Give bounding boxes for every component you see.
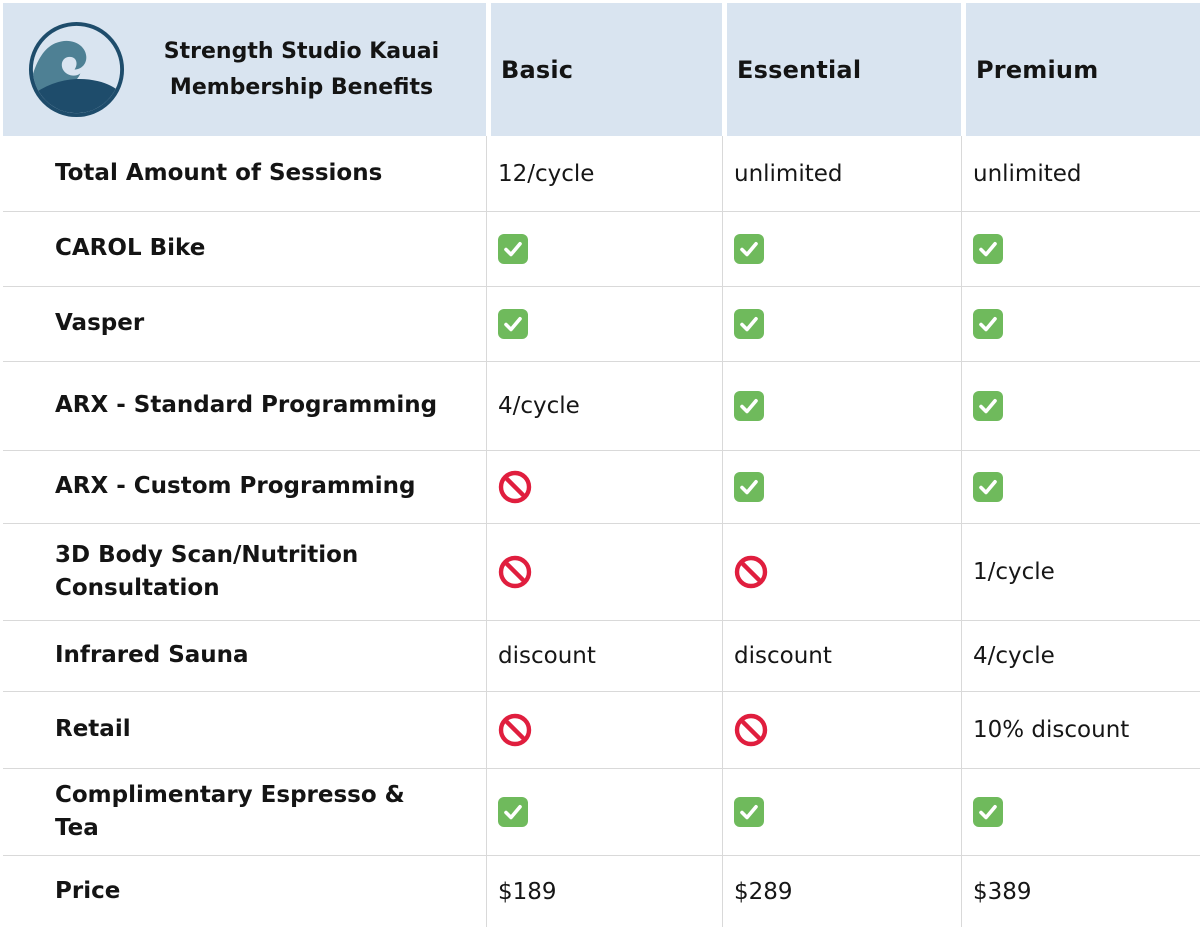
- value-text: 1/cycle: [973, 559, 1055, 585]
- table-row: Price $189 $289 $389: [3, 855, 1200, 927]
- value-text: $389: [973, 878, 1032, 905]
- benefit-cell-premium: 4/cycle: [961, 621, 1200, 691]
- benefit-cell-basic: discount: [486, 621, 722, 691]
- benefit-cell-basic: [486, 769, 722, 855]
- check-icon: [498, 797, 528, 827]
- benefit-cell-essential: $289: [722, 856, 961, 927]
- value-text: 4/cycle: [498, 393, 580, 419]
- table-row: Complimentary Espresso & Tea: [3, 768, 1200, 855]
- check-icon: [973, 391, 1003, 421]
- no-entry-icon: [498, 555, 532, 589]
- check-icon: [973, 309, 1003, 339]
- benefit-cell-essential: [722, 212, 961, 286]
- check-icon: [973, 234, 1003, 264]
- benefit-cell-basic: $189: [486, 856, 722, 927]
- row-label: Total Amount of Sessions: [55, 159, 383, 186]
- value-text: unlimited: [734, 160, 843, 187]
- benefit-cell-premium: $389: [961, 856, 1200, 927]
- title-cell: Strength Studio Kauai Membership Benefit…: [3, 3, 486, 136]
- row-label: 3D Body Scan/Nutrition Consultation: [55, 541, 359, 601]
- benefit-cell-premium: [961, 769, 1200, 855]
- value-text: 4/cycle: [973, 643, 1055, 669]
- row-label: Vasper: [55, 310, 145, 337]
- benefit-cell-basic: 12/cycle: [486, 136, 722, 211]
- check-icon: [734, 309, 764, 339]
- table-row: ARX - Custom Programming: [3, 450, 1200, 523]
- value-text: 12/cycle: [498, 160, 595, 187]
- benefit-cell-premium: [961, 451, 1200, 523]
- check-icon: [973, 472, 1003, 502]
- value-text: $289: [734, 878, 793, 905]
- check-icon: [498, 234, 528, 264]
- benefit-cell-essential: [722, 362, 961, 450]
- benefit-cell-essential: [722, 524, 961, 620]
- row-label: ARX - Standard Programming: [55, 392, 438, 419]
- column-header-basic: Basic: [486, 3, 722, 136]
- table-row: Vasper: [3, 286, 1200, 361]
- benefit-cell-premium: 10% discount: [961, 692, 1200, 768]
- value-text: 10% discount: [973, 717, 1130, 743]
- table-row: 3D Body Scan/Nutrition Consultation 1/cy…: [3, 523, 1200, 620]
- table-body: Total Amount of Sessions 12/cycle unlimi…: [3, 136, 1200, 927]
- benefit-cell-basic: 4/cycle: [486, 362, 722, 450]
- table-row: CAROL Bike: [3, 211, 1200, 286]
- benefit-cell-premium: [961, 212, 1200, 286]
- no-entry-icon: [498, 470, 532, 504]
- benefit-cell-essential: [722, 451, 961, 523]
- table-header: Strength Studio Kauai Membership Benefit…: [3, 3, 1200, 136]
- row-label: Price: [55, 877, 121, 904]
- row-label: Infrared Sauna: [55, 642, 249, 669]
- benefit-cell-basic: [486, 451, 722, 523]
- no-entry-icon: [734, 713, 768, 747]
- check-icon: [498, 309, 528, 339]
- column-header-premium: Premium: [961, 3, 1200, 136]
- table-row: ARX - Standard Programming 4/cycle: [3, 361, 1200, 450]
- row-label: CAROL Bike: [55, 235, 206, 262]
- benefit-cell-basic: [486, 212, 722, 286]
- check-icon: [973, 797, 1003, 827]
- benefit-cell-basic: [486, 692, 722, 768]
- value-text: discount: [498, 643, 596, 669]
- row-label: Retail: [55, 716, 131, 743]
- benefit-cell-premium: [961, 362, 1200, 450]
- wave-logo-icon: [28, 21, 125, 118]
- benefit-cell-essential: discount: [722, 621, 961, 691]
- no-entry-icon: [498, 713, 532, 747]
- benefit-cell-essential: [722, 287, 961, 361]
- table-row: Infrared Sauna discount discount 4/cycle: [3, 620, 1200, 691]
- benefit-cell-premium: unlimited: [961, 136, 1200, 211]
- benefit-cell-premium: [961, 287, 1200, 361]
- benefit-cell-basic: [486, 287, 722, 361]
- row-label: ARX - Custom Programming: [55, 473, 416, 500]
- column-header-essential: Essential: [722, 3, 961, 136]
- row-label: Complimentary Espresso & Tea: [55, 781, 405, 841]
- benefit-cell-basic: [486, 524, 722, 620]
- check-icon: [734, 234, 764, 264]
- value-text: discount: [734, 643, 832, 669]
- value-text: unlimited: [973, 160, 1082, 187]
- benefit-cell-premium: 1/cycle: [961, 524, 1200, 620]
- table-title: Strength Studio Kauai Membership Benefit…: [163, 38, 440, 100]
- table-row: Total Amount of Sessions 12/cycle unlimi…: [3, 136, 1200, 211]
- no-entry-icon: [734, 555, 768, 589]
- table-row: Retail 10% discount: [3, 691, 1200, 768]
- benefit-cell-essential: [722, 692, 961, 768]
- benefit-cell-essential: [722, 769, 961, 855]
- benefit-cell-essential: unlimited: [722, 136, 961, 211]
- value-text: $189: [498, 878, 557, 905]
- check-icon: [734, 797, 764, 827]
- check-icon: [734, 472, 764, 502]
- check-icon: [734, 391, 764, 421]
